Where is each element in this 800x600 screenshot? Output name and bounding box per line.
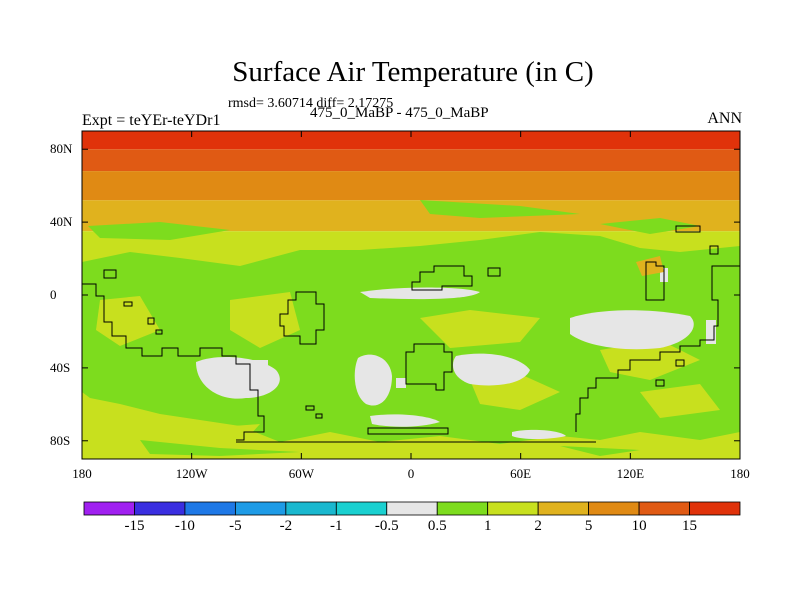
colorbar-swatch-12 bbox=[689, 501, 741, 516]
coastline-7 bbox=[487, 267, 501, 277]
colorbar-label: 10 bbox=[631, 518, 647, 534]
coastline-1 bbox=[279, 291, 325, 345]
colorbar-swatch-0 bbox=[83, 501, 135, 516]
coastline-12 bbox=[305, 405, 315, 411]
temperature-band-2 bbox=[82, 171, 740, 201]
y-tick-label: 40N bbox=[50, 214, 73, 230]
x-tick-label: 120E bbox=[616, 466, 645, 481]
subtitle: 475_0_MaBP - 475_0_MaBP bbox=[310, 105, 489, 121]
coastline-16 bbox=[655, 379, 665, 387]
anomaly-region-green-5 bbox=[560, 446, 640, 456]
colorbar-label: -10 bbox=[174, 518, 195, 534]
anomaly-region-grey-9 bbox=[396, 378, 406, 388]
colorbar-swatch-11 bbox=[638, 501, 690, 516]
colorbar-label: 5 bbox=[584, 518, 593, 534]
y-tick-label: 0 bbox=[50, 287, 57, 302]
temperature-band-0 bbox=[82, 131, 740, 150]
coastline-17 bbox=[675, 359, 685, 367]
y-tick-label: 80N bbox=[50, 141, 73, 157]
coastline-2 bbox=[411, 265, 473, 291]
map-title: Surface Air Temperature (in C) bbox=[232, 56, 594, 88]
coastline-13 bbox=[315, 413, 323, 419]
anomaly-region-orange-0 bbox=[636, 256, 664, 276]
x-tick-label: 60E bbox=[510, 466, 532, 481]
anomaly-region-green-1 bbox=[88, 222, 230, 240]
y-tick-label: 40S bbox=[50, 359, 71, 375]
season-label: ANN bbox=[707, 110, 742, 127]
stats-text: rmsd= 3.60714 diff= 2.17275 bbox=[228, 96, 394, 111]
colorbar-swatch-10 bbox=[588, 501, 640, 516]
anomaly-region-grey-2 bbox=[452, 353, 530, 386]
colorbar-label: 1 bbox=[483, 518, 492, 534]
anomaly-region-grey-5 bbox=[370, 414, 440, 427]
colorbar-label: 0.5 bbox=[427, 518, 447, 534]
colorbar-swatch-5 bbox=[335, 501, 388, 516]
anomaly-region-lime-0 bbox=[230, 292, 300, 348]
colorbar-label: 2 bbox=[534, 518, 542, 534]
colorbar-label: 15 bbox=[682, 518, 698, 534]
map-field bbox=[82, 131, 740, 459]
anomaly-region-green-2 bbox=[600, 218, 700, 234]
temperature-band-1 bbox=[82, 149, 740, 172]
axis-ticks bbox=[81, 131, 741, 459]
coastline-0 bbox=[82, 283, 265, 441]
coastline-11 bbox=[155, 329, 163, 335]
colorbar-label: -2 bbox=[279, 518, 293, 534]
x-tick-label: 180 bbox=[730, 466, 750, 481]
anomaly-region-lime-1 bbox=[420, 310, 540, 348]
coastline-5 bbox=[645, 261, 665, 301]
coastline-3 bbox=[405, 343, 453, 391]
colorbar-label: -5 bbox=[229, 518, 242, 534]
coastline-6 bbox=[675, 225, 701, 233]
colorbar-swatch-1 bbox=[134, 501, 186, 516]
coastline-18 bbox=[709, 245, 719, 255]
colorbar-swatch-2 bbox=[184, 501, 236, 516]
coastline-9 bbox=[123, 301, 133, 307]
colorbar-swatch-4 bbox=[285, 501, 337, 516]
colorbar-label: -1 bbox=[330, 518, 343, 534]
colorbar-swatch-9 bbox=[537, 501, 590, 516]
anomaly-region-grey-6 bbox=[512, 429, 566, 439]
x-tick-label: 0 bbox=[407, 466, 415, 481]
anomaly-region-grey-4 bbox=[360, 287, 480, 300]
experiment-label: Expt = teYEr-teYDr1 bbox=[82, 112, 221, 129]
x-tick-label: 60W bbox=[288, 466, 314, 481]
colorbar-label: -15 bbox=[124, 518, 145, 534]
anomaly-region-grey-3 bbox=[570, 310, 694, 350]
anomaly-region-green-3 bbox=[420, 200, 580, 218]
colorbar-label: -0.5 bbox=[374, 518, 399, 534]
coastline-14 bbox=[367, 427, 449, 435]
x-tick-label: 120W bbox=[175, 466, 208, 481]
coastline-4 bbox=[575, 265, 740, 432]
anomaly-region-lime-5 bbox=[640, 384, 720, 418]
colorbar-swatch-3 bbox=[234, 501, 287, 516]
coastline-8 bbox=[103, 269, 117, 279]
x-tick-label: 180 bbox=[72, 466, 92, 481]
anomaly-region-grey-1 bbox=[354, 354, 392, 406]
y-tick-label: 80S bbox=[50, 432, 71, 448]
colorbar bbox=[83, 501, 741, 516]
colorbar-swatch-7 bbox=[436, 501, 489, 516]
colorbar-swatch-6 bbox=[386, 501, 438, 516]
coastline-10 bbox=[147, 317, 155, 325]
colorbar-swatch-8 bbox=[487, 501, 539, 516]
anomaly-region-grey-10 bbox=[252, 360, 268, 372]
anomaly-region-green-4 bbox=[140, 440, 300, 456]
